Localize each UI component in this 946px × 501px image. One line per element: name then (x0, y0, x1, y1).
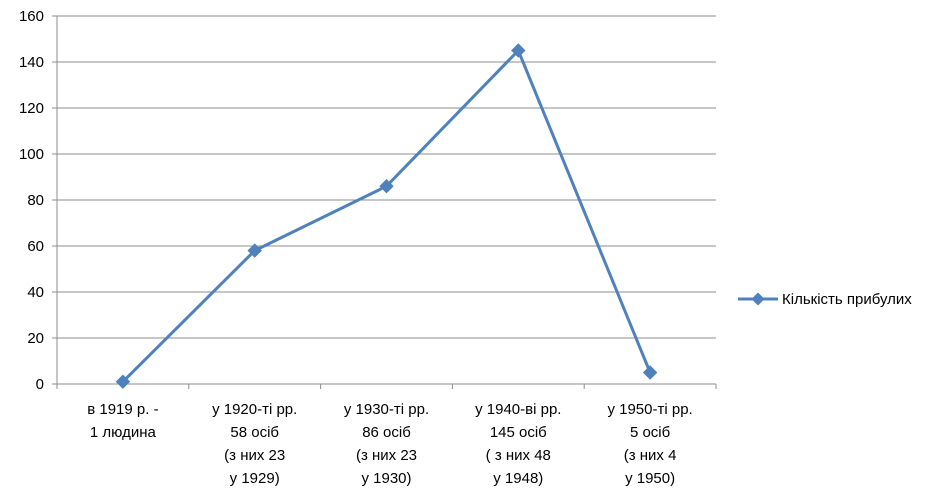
x-tick-label-line: у 1948) (493, 470, 543, 487)
x-tick-label: у 1930-ті рр. 86 осіб (з них 23 у 1930) (344, 401, 429, 487)
x-tick-label-line: 86 осіб (362, 424, 411, 441)
data-point-marker (642, 365, 658, 380)
x-tick-label-line: у 1940-ві рр. (475, 401, 561, 418)
y-tick-label: 40 (27, 284, 44, 301)
x-tick-label-line: у 1929) (230, 470, 280, 487)
gridlines (57, 15, 716, 339)
data-point-marker (511, 43, 526, 58)
y-axis-ticks: 0 20 40 60 80 100 120 140 160 (19, 8, 44, 393)
x-tick-label-line: 58 осіб (230, 424, 279, 441)
axes (52, 15, 717, 389)
y-tick-label: 160 (19, 8, 44, 25)
x-tick-label-line: 5 осіб (630, 424, 670, 441)
y-tick-label: 60 (27, 238, 44, 255)
x-tick-label-line: у 1950) (625, 470, 675, 487)
x-tick-label-line: у 1950-ті рр. (607, 401, 692, 418)
x-tick-label: у 1940-ві рр. 145 осіб ( з них 48 у 1948) (475, 401, 561, 487)
series-line (121, 49, 652, 383)
x-tick-label: у 1920-ті рр. 58 осіб (з них 23 у 1929) (212, 401, 297, 487)
x-tick-label-line: (з них 23 (356, 447, 417, 464)
y-tick-label: 20 (27, 330, 44, 347)
y-tick-label: 140 (19, 54, 44, 71)
legend: Кількість прибулих (738, 291, 912, 308)
y-tick-label: 80 (27, 192, 44, 209)
x-tick-label-line: в 1919 р. - (87, 401, 158, 418)
x-tick-label-line: у 1920-ті рр. (212, 401, 297, 418)
x-tick-label-line: 145 осіб (490, 424, 547, 441)
data-point-marker (115, 374, 131, 389)
x-tick-label-line: 1 людина (90, 424, 157, 441)
legend-marker-swatch (751, 292, 765, 306)
y-tick-label: 0 (36, 376, 44, 393)
y-tick-label: 100 (19, 146, 44, 163)
x-tick-label: у 1950-ті рр. 5 осіб (з них 4 у 1950) (607, 401, 692, 487)
data-point-marker (379, 178, 394, 194)
x-axis-ticks: в 1919 р. - 1 людина у 1920-ті рр. 58 осіб (… (87, 401, 693, 487)
legend-label: Кількість прибулих (782, 291, 912, 308)
y-tick-label: 120 (19, 100, 44, 117)
x-tick-label-line: ( з них 48 (486, 447, 551, 464)
series-layer (115, 43, 658, 389)
x-tick-label-line: у 1930) (361, 470, 411, 487)
x-tick-label-line: у 1930-ті рр. (344, 401, 429, 418)
data-point-marker (247, 243, 262, 258)
x-tick-label-line: (з них 4 (624, 447, 677, 464)
x-tick-label: в 1919 р. - 1 людина (87, 401, 158, 441)
x-tick-label-line: (з них 23 (224, 447, 285, 464)
